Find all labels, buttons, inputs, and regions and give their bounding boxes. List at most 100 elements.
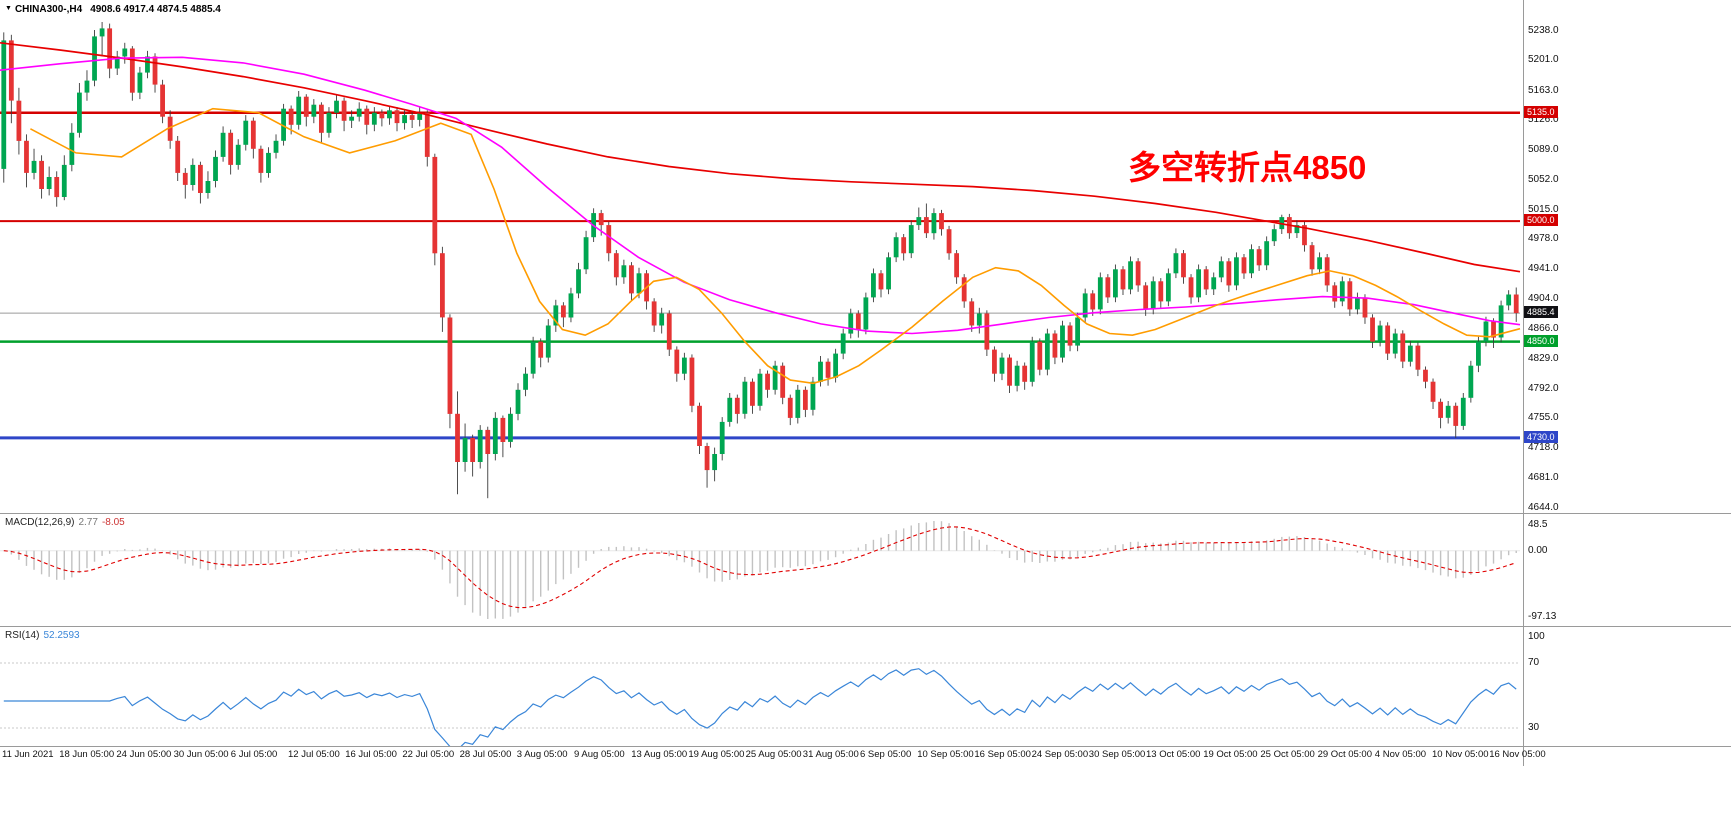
candle-bearish xyxy=(1203,269,1209,290)
candle-bearish xyxy=(984,313,990,350)
candle-bearish xyxy=(787,397,793,418)
candle-bearish xyxy=(258,148,264,173)
candle-bullish xyxy=(886,257,891,290)
candle-bearish xyxy=(152,56,158,85)
panel-separator[interactable] xyxy=(0,626,1731,627)
time-tick-label: 6 Sep 05:00 xyxy=(860,749,912,760)
candle-bearish xyxy=(318,104,324,133)
candle-bearish xyxy=(954,253,960,278)
time-tick-label: 6 Jul 05:00 xyxy=(230,749,278,760)
candle-bearish xyxy=(288,108,294,125)
ma-fast-orange xyxy=(30,107,1521,385)
candle-bullish xyxy=(833,353,839,378)
candle-bearish xyxy=(447,317,453,414)
candle-bullish xyxy=(311,104,317,117)
candle-bearish xyxy=(629,265,634,294)
candle-bullish xyxy=(266,152,271,173)
candle-bullish xyxy=(1407,345,1413,362)
candle-bullish xyxy=(477,429,483,462)
time-tick-label: 9 Aug 05:00 xyxy=(574,749,625,760)
price-tick-label: 5126.0 xyxy=(1528,114,1559,126)
price-tick-label: 5238.0 xyxy=(1528,24,1559,36)
candle-bearish xyxy=(1513,294,1519,314)
rsi-label: RSI(14) 52.2593 xyxy=(5,630,80,641)
price-axis[interactable]: 48.5 0.00 -97.13 100 70 30 5238.0 5201.0 5… xyxy=(1523,0,1731,766)
candle-bullish xyxy=(1029,341,1035,382)
panel-separator[interactable] xyxy=(0,513,1731,514)
chart-title: ▼ CHINA300-,H4 4908.6 4917.4 4874.5 4885.4 xyxy=(5,4,221,15)
candle-bearish xyxy=(364,108,370,125)
macd-panel-canvas[interactable] xyxy=(0,514,1525,626)
rsi-panel-canvas[interactable] xyxy=(0,627,1525,746)
price-tick-label: 5163.0 xyxy=(1528,84,1559,96)
candle-bearish xyxy=(1438,401,1443,418)
candle-bearish xyxy=(1423,369,1428,382)
price-level-badge: 5000.0 xyxy=(1524,214,1558,227)
price-tick-label: 4792.0 xyxy=(1528,382,1559,394)
candle-bullish xyxy=(326,112,332,133)
macd-label: MACD(12,26,9) 2.77 -8.05 xyxy=(5,517,125,528)
rsi-line xyxy=(3,668,1517,746)
candle-bullish xyxy=(1165,273,1171,302)
candle-bearish xyxy=(485,429,491,454)
symbol-timeframe-label: CHINA300-,H4 xyxy=(14,4,83,15)
candle-bullish xyxy=(1483,321,1489,342)
candle-bullish xyxy=(1264,241,1270,266)
time-tick-label: 25 Aug 05:00 xyxy=(745,749,802,760)
rsi-axis-30: 30 xyxy=(1528,722,1540,733)
time-axis[interactable]: 11 Jun 2021 18 Jun 05:00 24 Jun 05:00 30 Ju… xyxy=(0,747,1731,765)
price-tick-label: 5015.0 xyxy=(1528,203,1559,215)
candle-bullish xyxy=(387,110,392,119)
candle-bearish xyxy=(54,177,60,198)
candle-bearish xyxy=(992,349,997,374)
price-tick-label: 4718.0 xyxy=(1528,442,1559,454)
main-chart-canvas[interactable] xyxy=(0,0,1525,513)
candle-bullish xyxy=(719,421,725,454)
candle-bullish xyxy=(492,417,498,454)
candle-bullish xyxy=(742,381,748,414)
candle-bullish xyxy=(545,325,551,358)
candle-bearish xyxy=(1120,269,1126,290)
price-tick-label: 5089.0 xyxy=(1528,144,1559,156)
candle-bearish xyxy=(946,229,952,254)
chart-menu-icon[interactable]: ▼ xyxy=(5,5,12,12)
candle-bullish xyxy=(61,164,67,197)
candle-bearish xyxy=(1090,293,1096,310)
candle-bullish xyxy=(1060,325,1065,358)
candle-bullish xyxy=(1468,365,1474,398)
panel-separator xyxy=(0,746,1731,747)
candle-bearish xyxy=(8,40,14,101)
candle-bullish xyxy=(553,305,559,326)
candle-bearish xyxy=(160,84,165,117)
time-tick-label: 18 Jun 05:00 xyxy=(59,749,115,760)
candle-bullish xyxy=(1355,297,1360,310)
candle-bullish xyxy=(1506,294,1512,306)
candle-bullish xyxy=(931,213,937,234)
candle-bearish xyxy=(697,405,702,446)
candle-bullish xyxy=(145,56,150,73)
candle-bearish xyxy=(1362,297,1368,318)
candle-bullish xyxy=(402,115,407,124)
candle-bearish xyxy=(1415,345,1421,370)
chart-annotation-text: 多空转折点4850 xyxy=(1128,149,1367,186)
candle-bullish xyxy=(1317,257,1322,270)
candle-bullish xyxy=(31,160,37,173)
candle-bullish xyxy=(243,120,249,145)
candle-bullish xyxy=(205,181,211,193)
time-tick-label: 30 Jun 05:00 xyxy=(173,749,229,760)
candle-bullish xyxy=(137,72,143,93)
candle-bullish xyxy=(636,273,642,294)
candle-bearish xyxy=(1309,245,1315,270)
time-tick-label: 13 Oct 05:00 xyxy=(1146,749,1201,760)
candle-bullish xyxy=(999,357,1005,374)
candle-bullish xyxy=(848,313,854,334)
candle-bearish xyxy=(16,100,22,141)
candle-bearish xyxy=(651,301,657,326)
candle-bullish xyxy=(908,225,914,254)
candle-bullish xyxy=(1075,317,1081,346)
candle-bearish xyxy=(379,112,385,119)
ma-slow-red xyxy=(0,41,1521,273)
candle-bullish xyxy=(568,293,574,318)
candle-bullish xyxy=(976,313,982,326)
candle-bullish xyxy=(77,92,82,133)
